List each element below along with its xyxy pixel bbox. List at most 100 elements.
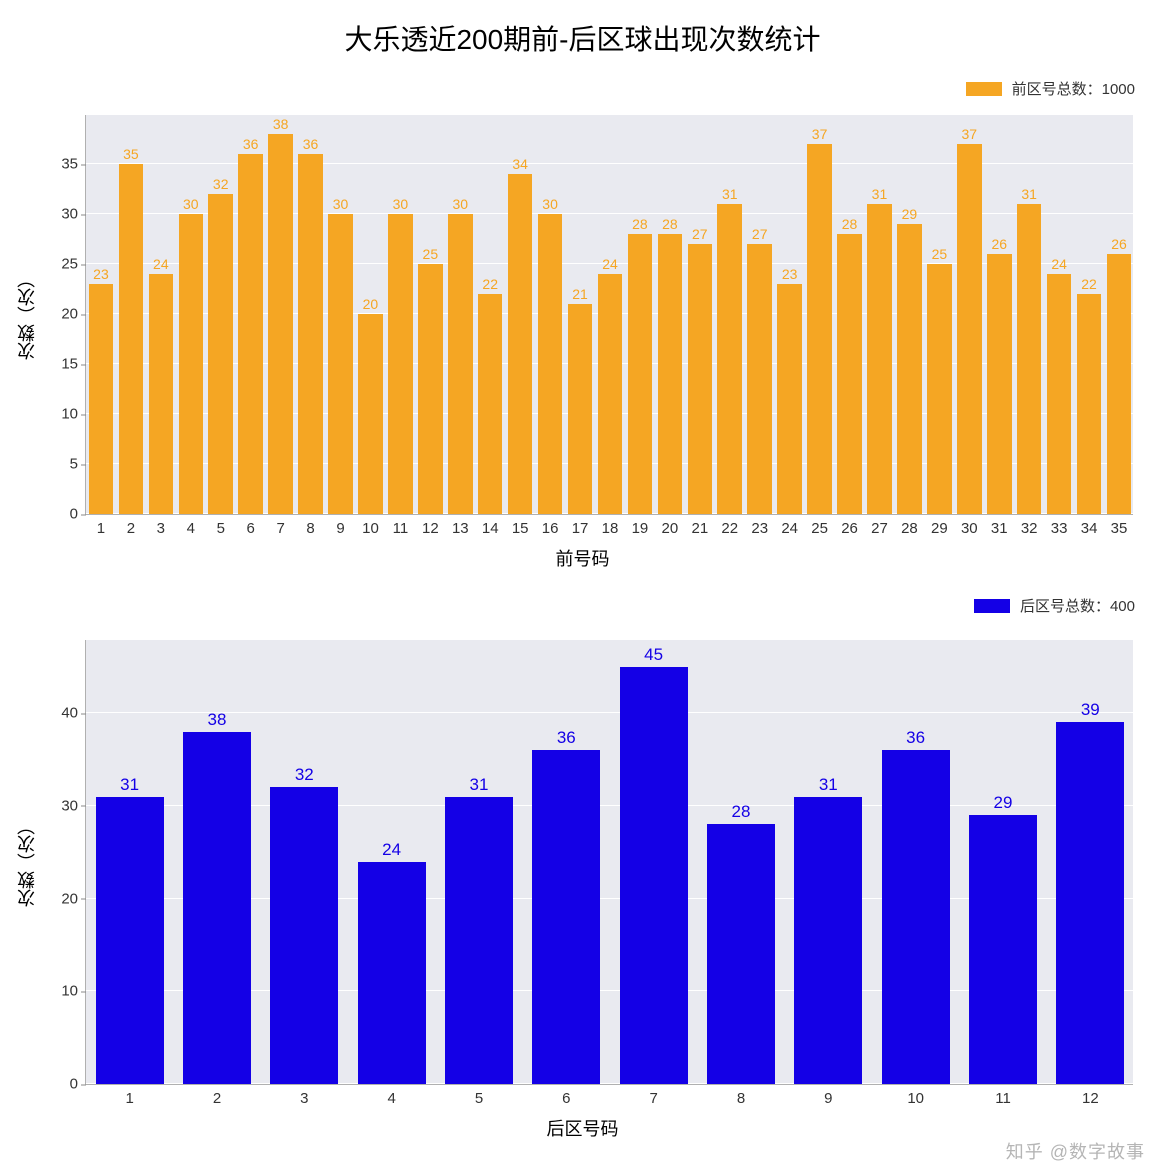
xtick: 26 [841, 514, 858, 537]
xtick: 3 [157, 514, 165, 537]
bar: 31 [445, 797, 513, 1084]
xtick: 27 [871, 514, 888, 537]
bar-value-label: 30 [183, 196, 199, 212]
xtick: 32 [1021, 514, 1038, 537]
bar: 29 [897, 224, 922, 514]
bar-value-label: 22 [482, 276, 498, 292]
xtick: 24 [781, 514, 798, 537]
bar: 31 [96, 797, 164, 1084]
bar: 30 [388, 214, 413, 514]
ytick: 0 [70, 506, 86, 523]
xtick: 35 [1111, 514, 1128, 537]
xtick: 28 [901, 514, 918, 537]
xtick: 22 [721, 514, 738, 537]
ylabel-back: 次数（次） [18, 640, 36, 1085]
bar: 23 [89, 284, 114, 514]
bar: 30 [538, 214, 563, 514]
bar: 36 [298, 154, 323, 514]
bar: 28 [707, 824, 775, 1084]
bar: 28 [837, 234, 862, 514]
bar: 28 [658, 234, 683, 514]
bar-value-label: 31 [1021, 186, 1037, 202]
bar: 20 [358, 314, 383, 514]
plot-area-back: 0102030403113823232443153664572883193610… [85, 640, 1133, 1085]
bar-value-label: 32 [295, 765, 314, 785]
bar-value-label: 25 [423, 246, 439, 262]
chart-back: 次数（次） 0102030403113823232443153664572883… [0, 640, 1165, 1085]
xtick: 13 [452, 514, 469, 537]
legend-front: 前区号总数：1000 [966, 78, 1135, 99]
bar-value-label: 36 [243, 136, 259, 152]
xlabel-back: 后区号码 [0, 1115, 1165, 1141]
xtick: 9 [824, 1084, 832, 1107]
bar-value-label: 24 [382, 840, 401, 860]
bar-value-label: 25 [932, 246, 948, 262]
bar-value-label: 24 [153, 256, 169, 272]
bar: 21 [568, 304, 593, 514]
legend-swatch-back [974, 599, 1010, 613]
bar-value-label: 22 [1081, 276, 1097, 292]
xtick: 11 [995, 1084, 1011, 1107]
xtick: 5 [217, 514, 225, 537]
xtick: 10 [362, 514, 379, 537]
bar-value-label: 31 [120, 775, 139, 795]
xtick: 2 [213, 1084, 221, 1107]
bar-value-label: 30 [452, 196, 468, 212]
xtick: 1 [125, 1084, 133, 1107]
bar: 22 [478, 294, 503, 514]
xtick: 34 [1081, 514, 1098, 537]
ytick: 20 [61, 306, 86, 323]
bar: 37 [807, 144, 832, 514]
bar: 31 [794, 797, 862, 1084]
bar-value-label: 21 [572, 286, 588, 302]
xtick: 21 [691, 514, 708, 537]
bar-value-label: 30 [542, 196, 558, 212]
bar: 27 [747, 244, 772, 514]
legend-swatch-front [966, 82, 1002, 96]
bar: 38 [183, 732, 251, 1084]
bar-value-label: 30 [393, 196, 409, 212]
bar: 36 [532, 750, 600, 1084]
bar-value-label: 37 [962, 126, 978, 142]
xtick: 7 [276, 514, 284, 537]
xtick: 23 [751, 514, 768, 537]
xtick: 30 [961, 514, 978, 537]
bar: 31 [1017, 204, 1042, 514]
ytick: 0 [70, 1076, 86, 1093]
bar: 27 [688, 244, 713, 514]
bar: 34 [508, 174, 533, 514]
bar-value-label: 24 [1051, 256, 1067, 272]
xtick: 4 [187, 514, 195, 537]
bar-value-label: 36 [303, 136, 319, 152]
bar-value-label: 23 [782, 266, 798, 282]
xtick: 8 [306, 514, 314, 537]
xlabel-front: 前号码 [0, 545, 1165, 571]
xtick: 10 [907, 1084, 924, 1107]
bar: 45 [620, 667, 688, 1084]
bar: 32 [270, 787, 338, 1084]
bar: 26 [1107, 254, 1132, 514]
bar-value-label: 31 [872, 186, 888, 202]
xtick: 6 [247, 514, 255, 537]
bar-value-label: 38 [208, 710, 227, 730]
bar: 24 [358, 862, 426, 1085]
bar: 36 [882, 750, 950, 1084]
plot-area-front: 0510152025303523135224330432536638736830… [85, 115, 1133, 515]
chart-front: 次数（次） 0510152025303523135224330432536638… [0, 115, 1165, 515]
bar-value-label: 29 [902, 206, 918, 222]
ytick: 5 [70, 456, 86, 473]
bar: 30 [448, 214, 473, 514]
xtick: 20 [662, 514, 679, 537]
ytick: 40 [61, 705, 86, 722]
bar: 35 [119, 164, 144, 514]
ytick: 35 [61, 156, 86, 173]
bar-value-label: 28 [662, 216, 678, 232]
xtick: 3 [300, 1084, 308, 1107]
bar-value-label: 31 [470, 775, 489, 795]
bar: 32 [208, 194, 233, 514]
bar-value-label: 39 [1081, 700, 1100, 720]
bar: 28 [628, 234, 653, 514]
xtick: 11 [393, 514, 409, 537]
bar-value-label: 35 [123, 146, 139, 162]
bar-value-label: 34 [512, 156, 528, 172]
